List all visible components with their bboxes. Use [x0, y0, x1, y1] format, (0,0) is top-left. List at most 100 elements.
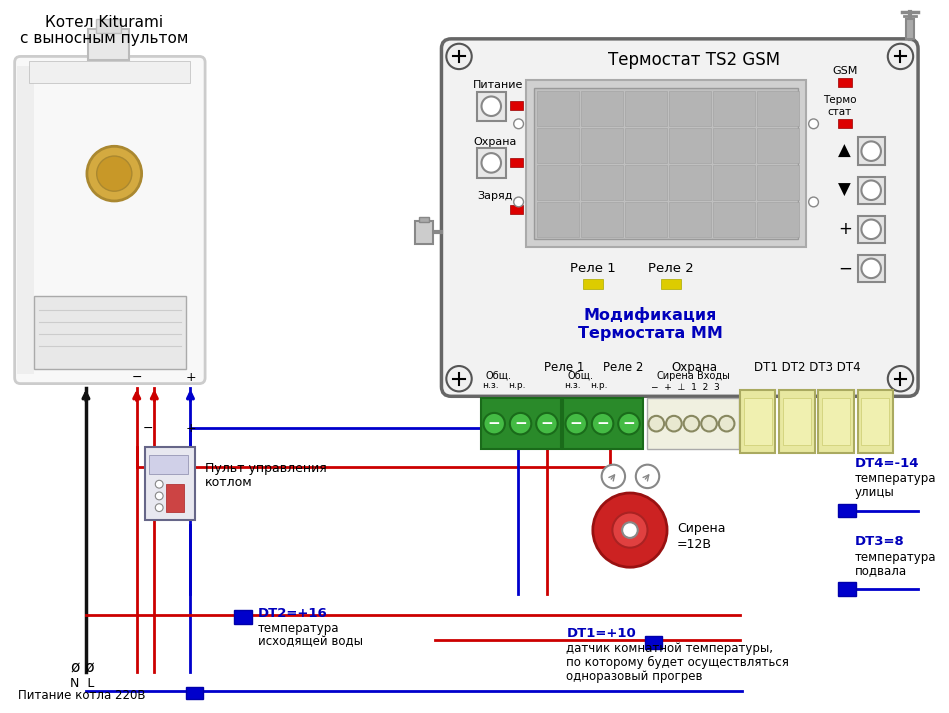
Circle shape	[592, 413, 613, 434]
Bar	[838, 119, 851, 128]
Circle shape	[513, 197, 524, 207]
Bar	[625, 202, 667, 237]
Circle shape	[862, 180, 881, 200]
Text: Охрана: Охрана	[474, 136, 517, 146]
Bar	[838, 582, 856, 595]
Bar	[818, 391, 853, 453]
Circle shape	[602, 465, 625, 488]
Bar	[419, 217, 429, 222]
Circle shape	[87, 146, 141, 201]
Text: Термостата ММ: Термостата ММ	[578, 326, 723, 341]
Text: DT1 DT2 DT3 DT4: DT1 DT2 DT3 DT4	[754, 361, 861, 374]
Bar	[537, 202, 579, 237]
Circle shape	[513, 119, 524, 129]
Circle shape	[636, 465, 660, 488]
Bar	[144, 447, 195, 520]
Bar	[713, 128, 755, 163]
Text: −: −	[541, 416, 553, 431]
Text: −  +  ⊥  1  2  3: − + ⊥ 1 2 3	[651, 383, 720, 391]
Bar	[583, 279, 603, 289]
Text: Заряд: Заряд	[477, 191, 512, 201]
Bar	[669, 128, 711, 163]
Text: одноразовый прогрев: одноразовый прогрев	[567, 670, 703, 683]
Bar	[858, 138, 884, 165]
Bar	[713, 91, 755, 125]
Bar	[581, 202, 623, 237]
Bar	[234, 610, 252, 624]
Text: котлом: котлом	[205, 476, 252, 489]
Bar	[862, 399, 889, 445]
Circle shape	[701, 416, 716, 431]
Text: −: −	[514, 416, 527, 431]
Circle shape	[156, 504, 163, 511]
Text: N  L: N L	[70, 677, 94, 689]
Bar	[534, 88, 798, 239]
Bar	[581, 128, 623, 163]
Text: ▼: ▼	[838, 181, 851, 199]
Text: Общ.: Общ.	[485, 371, 512, 381]
Text: −: −	[596, 416, 609, 431]
Bar	[740, 391, 775, 453]
Bar	[757, 91, 799, 125]
Text: подвала: подвала	[855, 564, 906, 578]
Text: Входы: Входы	[698, 371, 730, 381]
Bar	[858, 215, 884, 243]
Circle shape	[156, 481, 163, 488]
Bar	[527, 80, 806, 247]
Text: −: −	[132, 371, 142, 384]
Text: +: +	[185, 371, 195, 384]
Circle shape	[618, 413, 640, 434]
Circle shape	[481, 153, 501, 173]
Bar	[480, 399, 561, 449]
Circle shape	[887, 366, 913, 391]
Bar	[581, 91, 623, 125]
Text: н.р.: н.р.	[590, 381, 607, 390]
Bar	[669, 165, 711, 200]
Bar	[757, 165, 799, 200]
Bar	[669, 202, 711, 237]
Text: Общ.: Общ.	[568, 371, 593, 381]
Text: DT3=8: DT3=8	[855, 535, 904, 548]
Bar	[88, 29, 129, 61]
Circle shape	[862, 220, 881, 239]
Bar	[644, 635, 662, 650]
Text: Модификация: Модификация	[584, 307, 717, 324]
Text: Реле 2: Реле 2	[603, 361, 643, 374]
Text: Питание котла 220В: Питание котла 220В	[18, 689, 146, 702]
Bar	[783, 399, 810, 445]
Bar	[563, 399, 642, 449]
Text: DT1=+10: DT1=+10	[567, 627, 636, 640]
Bar	[713, 165, 755, 200]
Text: температура: температура	[855, 473, 936, 486]
Text: Котел Kiturami: Котел Kiturami	[46, 16, 163, 31]
Text: датчик комнатной температуры,: датчик комнатной температуры,	[567, 642, 773, 655]
Bar	[823, 399, 849, 445]
Bar	[96, 19, 121, 33]
Circle shape	[862, 141, 881, 161]
Text: улицы: улицы	[855, 486, 894, 499]
Bar	[906, 19, 914, 39]
Circle shape	[97, 156, 132, 191]
Bar	[669, 91, 711, 125]
Text: −: −	[488, 416, 500, 431]
Text: с выносным пультом: с выносным пультом	[20, 31, 189, 46]
Bar	[661, 279, 680, 289]
FancyBboxPatch shape	[14, 56, 205, 384]
Circle shape	[481, 96, 501, 116]
Circle shape	[156, 492, 163, 500]
Bar	[149, 455, 189, 474]
Text: температура: температура	[258, 622, 340, 635]
Text: Реле 2: Реле 2	[648, 262, 694, 275]
Bar	[34, 296, 186, 369]
Circle shape	[623, 523, 638, 538]
Text: Реле 1: Реле 1	[570, 262, 616, 275]
Bar	[537, 128, 579, 163]
Circle shape	[536, 413, 558, 434]
Bar	[757, 128, 799, 163]
Text: Сирена: Сирена	[657, 371, 694, 381]
Circle shape	[446, 366, 472, 391]
Bar	[838, 78, 851, 87]
Text: DT4=-14: DT4=-14	[855, 457, 919, 470]
Bar	[625, 165, 667, 200]
Bar	[713, 202, 755, 237]
